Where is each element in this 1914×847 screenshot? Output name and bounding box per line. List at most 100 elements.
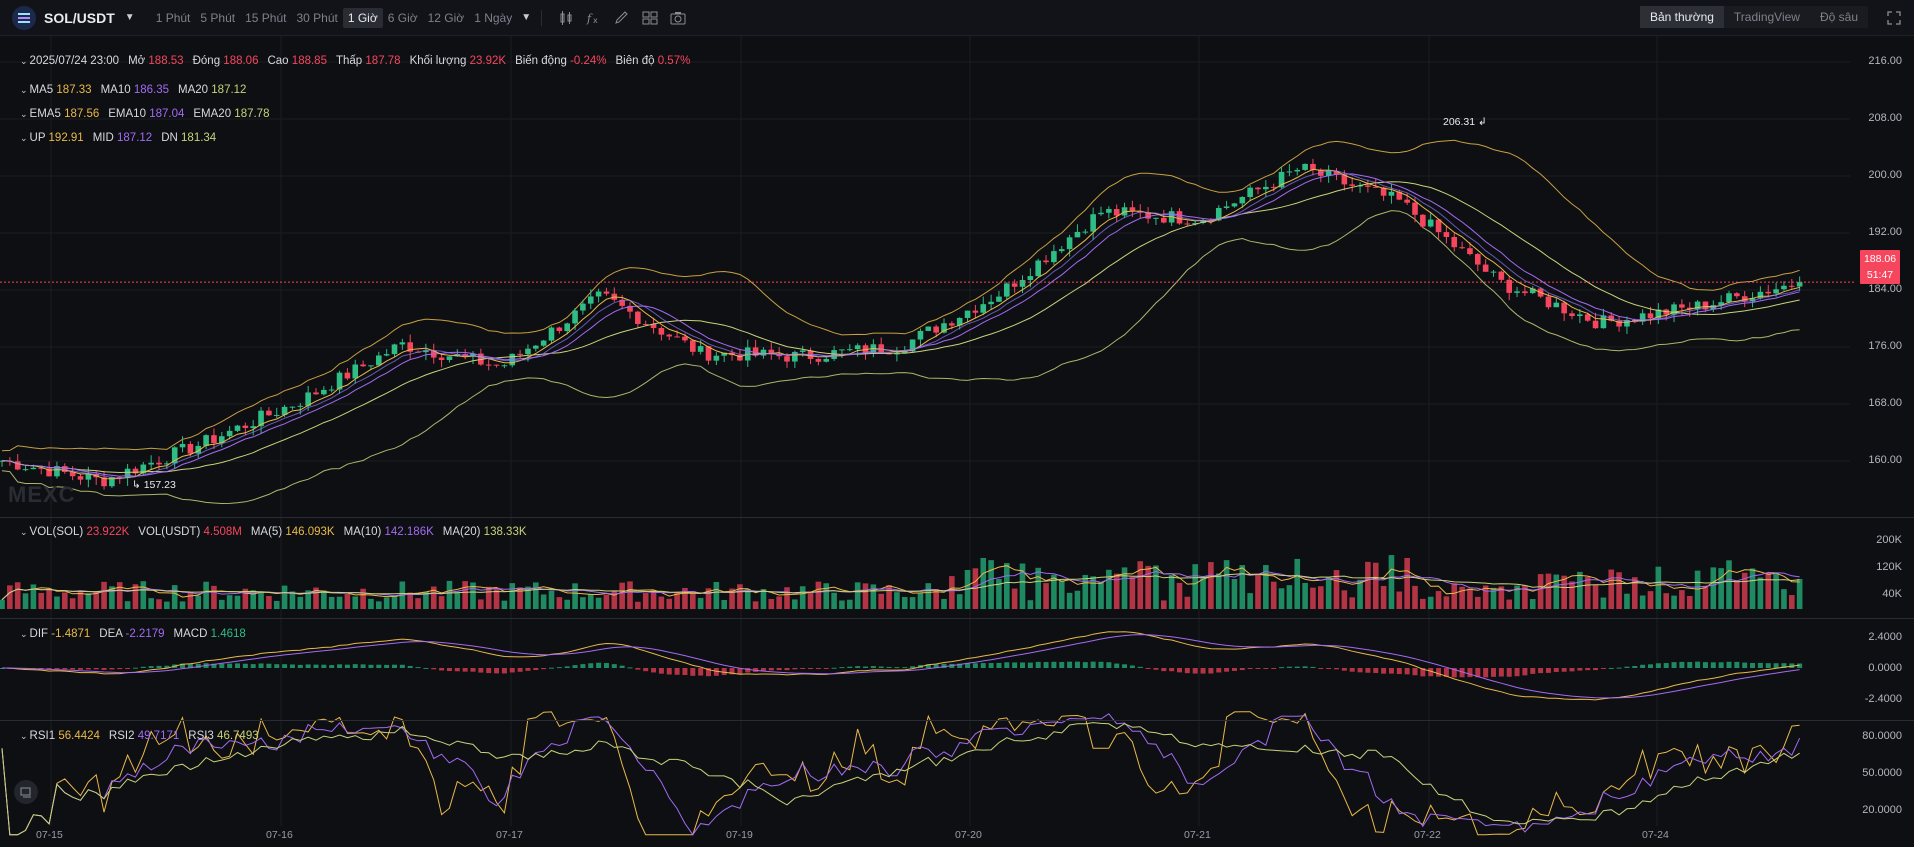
macd-histogram-bar — [1074, 661, 1080, 668]
macd-legend: ⌄ DIF -1.4871 DEA -2.2179 MACD 1.4618 — [20, 628, 246, 640]
candle-body — [666, 334, 673, 337]
candle-body — [1051, 251, 1057, 263]
ma20-value: 187.12 — [211, 84, 247, 96]
candle-type-icon[interactable] — [552, 4, 580, 32]
candle-body — [823, 359, 830, 362]
volume-bar — [148, 598, 154, 609]
price-chart[interactable] — [0, 36, 1914, 847]
volume-bar — [996, 579, 1002, 609]
volume-bar — [336, 596, 343, 609]
collapse-chevron-icon[interactable]: ⌄ — [20, 109, 28, 119]
volume-bar — [1168, 575, 1175, 609]
macd-histogram-bar — [847, 666, 853, 668]
interval-5[interactable]: 6 Giờ — [387, 10, 418, 25]
volume-bar — [988, 560, 994, 609]
volume-bar — [187, 591, 194, 609]
macd-histogram-bar — [910, 666, 916, 668]
view-tab-0[interactable]: Bản thường — [1639, 6, 1724, 28]
macd-histogram-bar — [70, 668, 76, 670]
macd-histogram-bar — [1757, 662, 1763, 668]
fullscreen-icon[interactable] — [1884, 8, 1904, 28]
macd-histogram-bar — [1373, 668, 1379, 673]
macd-histogram-bar — [776, 668, 782, 671]
macd-histogram-bar — [886, 666, 892, 668]
candle-body — [30, 467, 37, 470]
candle-body — [737, 355, 743, 361]
camera-icon[interactable] — [664, 4, 692, 32]
candle-body — [697, 346, 704, 352]
volume-bar — [909, 597, 916, 609]
volume-bar — [368, 598, 374, 609]
settings-toggle-icon[interactable] — [14, 780, 38, 804]
candle-body — [305, 392, 311, 406]
interval-0[interactable]: 1 Phút — [155, 10, 191, 25]
candle-body — [391, 344, 398, 355]
vol-sol-label: VOL(SOL) — [29, 526, 84, 538]
macd-histogram-bar — [1067, 661, 1073, 668]
macd-histogram-bar — [1216, 668, 1222, 673]
macd-histogram-bar — [392, 664, 397, 668]
macd-histogram-bar — [863, 666, 868, 668]
dea-line — [2, 634, 1800, 699]
interval-4[interactable]: 1 Giờ — [342, 7, 383, 28]
candle-countdown: 51:47 — [1866, 269, 1894, 281]
price-tick-2: 200.00 — [1868, 169, 1902, 181]
interval-2[interactable]: 15 Phút — [245, 10, 287, 25]
macd-histogram-bar — [1514, 668, 1520, 677]
macd-histogram-bar — [1404, 668, 1410, 675]
macd-histogram-bar — [1569, 668, 1575, 672]
volume-bar — [642, 593, 649, 609]
macd-histogram-bar — [180, 663, 186, 668]
view-tab-2[interactable]: Độ sâu — [1819, 10, 1858, 24]
volume-bar — [328, 596, 335, 609]
collapse-chevron-icon[interactable]: ⌄ — [20, 85, 28, 95]
interval-7[interactable]: 1 Ngày — [474, 10, 513, 25]
interval-1[interactable]: 5 Phút — [200, 10, 236, 25]
solana-logo-icon — [12, 5, 36, 30]
draw-pen-icon[interactable] — [608, 4, 636, 32]
price-tick-0: 216.00 — [1868, 55, 1902, 67]
candle-body — [1255, 187, 1261, 190]
interval-6[interactable]: 12 Giờ — [427, 10, 465, 25]
macd-histogram-bar — [541, 668, 547, 670]
interval-dropdown-icon[interactable]: ▼ — [521, 12, 532, 23]
layout-grid-icon[interactable] — [636, 4, 664, 32]
ema10-value: 187.04 — [149, 108, 185, 120]
candle-body — [674, 336, 680, 338]
volume-bar — [266, 595, 272, 609]
rsi2-value: 49.7171 — [137, 730, 180, 742]
collapse-chevron-icon[interactable]: ⌄ — [20, 56, 28, 66]
rsi2-label: RSI2 — [108, 730, 135, 742]
candle-body — [1129, 207, 1136, 211]
macd-histogram-bar — [1145, 668, 1151, 669]
volume-tick-0: 200K — [1876, 534, 1902, 546]
collapse-chevron-icon[interactable]: ⌄ — [20, 731, 28, 741]
candle-body — [1294, 169, 1301, 172]
volume-bar — [54, 596, 60, 609]
collapse-chevron-icon[interactable]: ⌄ — [20, 629, 28, 639]
volume-tick-2: 40K — [1882, 588, 1902, 600]
collapse-chevron-icon[interactable]: ⌄ — [20, 527, 28, 537]
candle-body — [376, 355, 382, 366]
candle-body — [1035, 260, 1041, 277]
candle-body — [572, 310, 578, 324]
low-marker: ↳ 157.23 — [132, 479, 176, 491]
price-tick-1: 208.00 — [1868, 112, 1902, 124]
macd-histogram-bar — [1553, 668, 1559, 672]
candle-body — [360, 364, 366, 367]
candle-body — [22, 469, 29, 471]
volume-bar — [273, 600, 280, 609]
candle-body — [1796, 282, 1803, 287]
macd-histogram-bar — [933, 664, 939, 668]
volume-bar — [1427, 596, 1434, 609]
collapse-chevron-icon[interactable]: ⌄ — [20, 133, 28, 143]
macd-histogram-bar — [250, 664, 256, 668]
pair-dropdown-icon[interactable]: ▼ — [124, 12, 135, 23]
pair-name[interactable]: SOL/USDT — [44, 9, 115, 26]
volume-bar — [1223, 560, 1230, 609]
view-tab-1[interactable]: TradingView — [1733, 10, 1800, 24]
candle-body — [1506, 279, 1512, 293]
interval-3[interactable]: 30 Phút — [296, 10, 338, 25]
candle-body — [164, 463, 170, 465]
